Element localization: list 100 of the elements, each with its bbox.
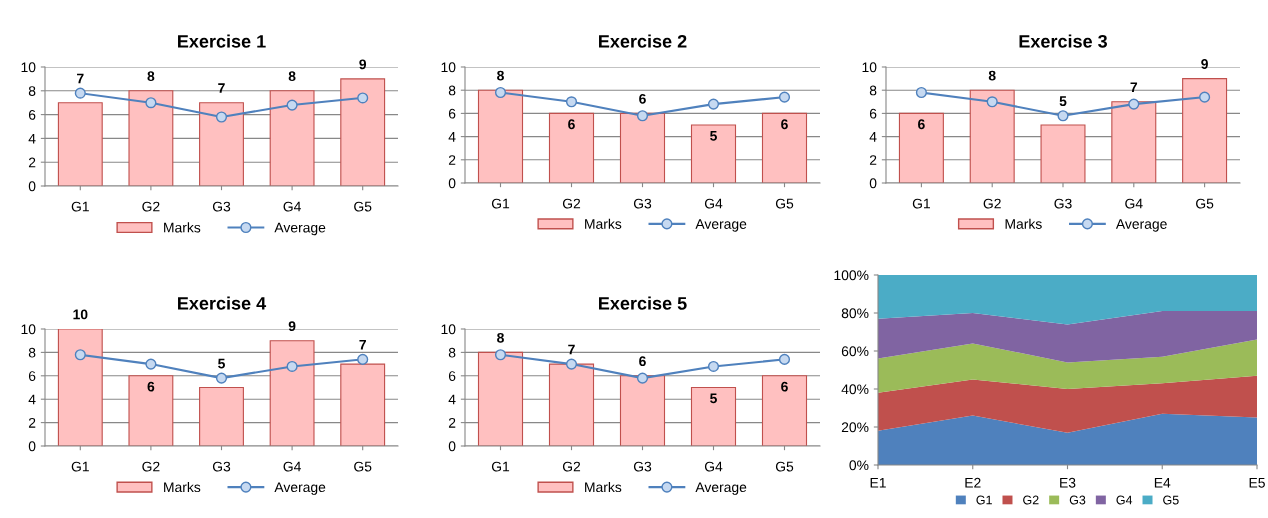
point [1057, 110, 1069, 122]
bar [548, 363, 595, 446]
point [74, 87, 86, 99]
y-tick-label: 6 [869, 108, 877, 119]
y-tick-label: 0 [869, 178, 877, 189]
bar [969, 89, 1015, 183]
bar [57, 329, 103, 446]
x-tick-label: G5 [1196, 198, 1214, 209]
y-tick-label: 6 [28, 109, 36, 120]
bar [690, 124, 737, 183]
data-label: 8 [497, 70, 504, 81]
y-tick-label: 10 [21, 62, 36, 73]
x-tick-label: G5 [775, 461, 794, 472]
data-label: 6 [639, 93, 646, 104]
y-tick-label: 2 [28, 417, 36, 428]
legend-label: G4 [1116, 495, 1133, 505]
y-tick-label: 80% [841, 308, 869, 319]
point [215, 111, 228, 123]
x-tick-label: G3 [1054, 198, 1072, 209]
legend-label: Average [1115, 219, 1167, 232]
point [636, 110, 649, 122]
point [1199, 91, 1211, 103]
x-tick-label: G2 [983, 198, 1001, 209]
point [707, 98, 720, 110]
y-tick-label: 10 [441, 324, 456, 335]
bar [548, 112, 595, 183]
y-tick-label: 2 [448, 155, 456, 165]
x-tick-label: G1 [491, 461, 510, 472]
data-label: 5 [710, 131, 717, 141]
x-tick-label: G3 [212, 201, 231, 212]
x-tick-label: E5 [1249, 478, 1265, 488]
point [74, 349, 86, 361]
data-label: 8 [288, 71, 296, 82]
point [778, 91, 791, 103]
y-tick-label: 0 [448, 441, 456, 452]
point [357, 92, 369, 104]
bar [199, 386, 244, 446]
data-label: 6 [639, 356, 646, 367]
legend-label: G2 [1023, 495, 1039, 505]
y-tick-label: 0 [28, 441, 36, 452]
x-tick-label: G4 [283, 201, 301, 212]
data-label: 5 [710, 393, 717, 404]
legend-label: Average [274, 222, 326, 236]
y-tick-label: 40% [841, 384, 869, 395]
data-label: 5 [1059, 96, 1067, 107]
point [915, 86, 927, 99]
data-label: 9 [288, 321, 296, 332]
y-tick-label: 4 [448, 132, 456, 142]
data-label: 10 [73, 309, 88, 320]
point [286, 360, 298, 372]
x-tick-label: G5 [354, 461, 372, 472]
x-tick-label: E3 [1060, 477, 1076, 488]
bar [199, 102, 244, 186]
y-tick-label: 10 [862, 62, 877, 73]
point [986, 96, 998, 108]
data-label: 6 [781, 381, 788, 392]
data-label: 6 [781, 119, 788, 130]
y-tick-label: 2 [28, 157, 36, 168]
data-label: 8 [988, 70, 996, 81]
data-label: 5 [218, 358, 225, 369]
bar [1040, 124, 1086, 183]
legend-label: Marks [164, 222, 201, 233]
legend-label: G3 [1069, 495, 1086, 505]
y-tick-label: 8 [448, 347, 456, 358]
y-tick-label: 60% [841, 346, 869, 357]
y-tick-label: 2 [448, 417, 456, 428]
data-label: 9 [359, 59, 367, 70]
bar [477, 351, 524, 446]
point [494, 86, 507, 99]
data-label: 8 [497, 332, 504, 343]
y-tick-label: 10 [441, 62, 456, 73]
data-label: 7 [77, 73, 84, 84]
y-tick-label: 0% [849, 460, 869, 471]
data-label: 7 [1130, 82, 1138, 92]
bar [619, 375, 666, 446]
point [565, 358, 578, 370]
y-tick-label: 8 [28, 347, 36, 358]
y-tick-label: 6 [28, 371, 36, 381]
point [494, 349, 507, 361]
x-tick-label: G5 [775, 198, 794, 209]
bar [761, 375, 808, 446]
x-tick-label: G2 [562, 198, 581, 209]
y-tick-label: 8 [869, 85, 877, 96]
chart-title: Exercise 5 [599, 296, 687, 310]
bar [1111, 101, 1157, 183]
legend-label: Marks [585, 218, 622, 229]
bar [269, 340, 315, 446]
legend-label: Average [695, 482, 747, 495]
x-tick-label: G1 [912, 198, 930, 209]
x-tick-label: G3 [633, 461, 652, 472]
y-tick-label: 100% [834, 270, 869, 281]
point [215, 372, 228, 384]
bar [619, 112, 666, 183]
legend-label: Marks [1005, 218, 1042, 229]
data-label: 7 [359, 340, 366, 350]
bar [898, 112, 944, 183]
legend-label: Average [274, 482, 326, 495]
chart-title: Exercise 2 [599, 34, 687, 48]
chart-title: Exercise 4 [178, 296, 267, 310]
x-tick-label: G2 [562, 461, 581, 472]
